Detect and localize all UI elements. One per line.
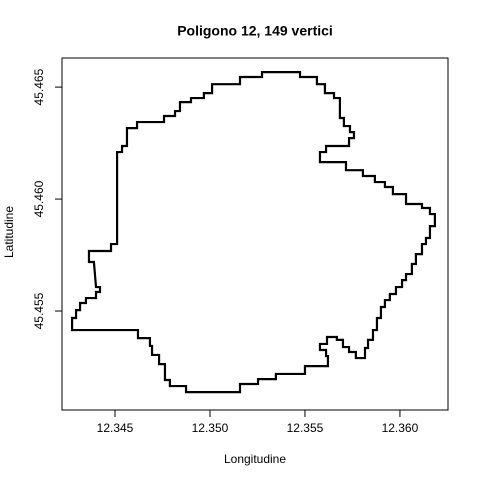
polygon-outline [70,71,436,394]
y-tick-label: 45.460 [32,180,46,217]
x-tick-label: 12.355 [287,421,324,435]
x-tick-label: 12.350 [192,421,229,435]
x-axis-label: Longitudine [224,452,286,466]
y-tick-label: 45.455 [32,292,46,329]
chart-title: Poligono 12, 149 vertici [177,23,333,39]
y-tick-label: 45.465 [32,68,46,105]
x-tick-label: 12.345 [97,421,134,435]
y-axis-label: Latitudine [2,206,16,258]
plot-box [61,57,449,411]
x-tick-label: 12.360 [382,421,419,435]
